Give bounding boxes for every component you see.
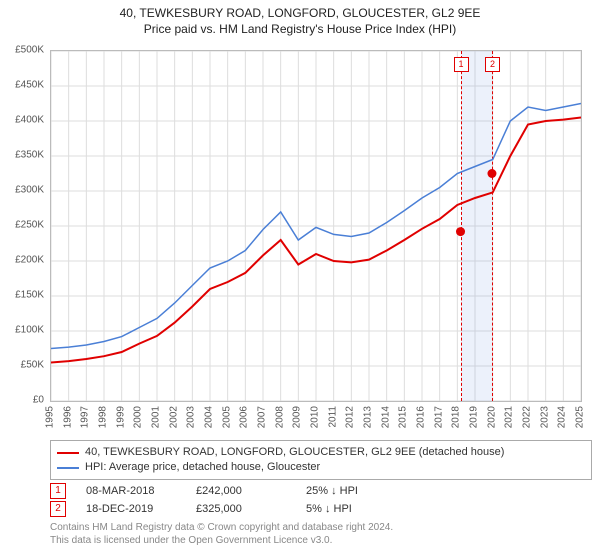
x-tick-label: 2012 (345, 406, 356, 428)
x-tick-label: 2008 (274, 406, 285, 428)
y-tick-label: £0 (33, 395, 44, 406)
legend-item: 40, TEWKESBURY ROAD, LONGFORD, GLOUCESTE… (57, 445, 585, 460)
x-tick-label: 2023 (539, 406, 550, 428)
x-tick-label: 2007 (257, 406, 268, 428)
chart-plot-area: 12 (50, 50, 582, 402)
marker-table: 1 08-MAR-2018 £242,000 25% ↓ HPI 2 18-DEC-201… (50, 482, 580, 518)
x-tick-label: 2018 (451, 406, 462, 428)
x-tick-label: 1998 (98, 406, 109, 428)
sale-delta: 5% ↓ HPI (306, 503, 396, 515)
sale-date: 08-MAR-2018 (86, 485, 176, 497)
x-tick-label: 2016 (416, 406, 427, 428)
x-tick-label: 2002 (168, 406, 179, 428)
x-axis: 1995199619971998199920002001200220032004… (50, 402, 580, 442)
chart-title: 40, TEWKESBURY ROAD, LONGFORD, GLOUCESTE… (0, 6, 600, 20)
y-tick-label: £450K (15, 80, 44, 91)
y-tick-label: £100K (15, 325, 44, 336)
y-tick-label: £300K (15, 185, 44, 196)
sale-row-badge: 1 (50, 483, 66, 499)
x-tick-label: 2022 (522, 406, 533, 428)
sale-price: £325,000 (196, 503, 286, 515)
x-tick-label: 2000 (133, 406, 144, 428)
legend-swatch (57, 452, 79, 454)
x-tick-label: 2017 (433, 406, 444, 428)
property-line (51, 118, 581, 363)
legend-label: 40, TEWKESBURY ROAD, LONGFORD, GLOUCESTE… (85, 445, 504, 460)
sale-marker-badge: 1 (454, 57, 469, 72)
x-tick-label: 2006 (239, 406, 250, 428)
x-tick-label: 2020 (486, 406, 497, 428)
lines-layer (51, 51, 581, 401)
attribution: Contains HM Land Registry data © Crown c… (50, 522, 580, 547)
sale-row-badge: 2 (50, 501, 66, 517)
x-tick-label: 1995 (45, 406, 56, 428)
x-tick-label: 2003 (186, 406, 197, 428)
y-tick-label: £350K (15, 150, 44, 161)
legend-label: HPI: Average price, detached house, Glou… (85, 460, 320, 475)
sale-marker-dot (456, 227, 465, 236)
y-tick-label: £200K (15, 255, 44, 266)
y-tick-label: £150K (15, 290, 44, 301)
sale-marker-badge: 2 (485, 57, 500, 72)
x-tick-label: 1997 (80, 406, 91, 428)
sale-row: 2 18-DEC-2019 £325,000 5% ↓ HPI (50, 500, 580, 518)
legend-item: HPI: Average price, detached house, Glou… (57, 460, 585, 475)
y-tick-label: £50K (21, 360, 44, 371)
x-tick-label: 2009 (292, 406, 303, 428)
y-axis: £0£50K£100K£150K£200K£250K£300K£350K£400… (0, 50, 48, 400)
chart-subtitle: Price paid vs. HM Land Registry's House … (0, 22, 600, 36)
x-tick-label: 2024 (557, 406, 568, 428)
hpi-line (51, 104, 581, 349)
sale-marker-dot (487, 169, 496, 178)
x-tick-label: 1999 (115, 406, 126, 428)
sale-delta: 25% ↓ HPI (306, 485, 396, 497)
x-tick-label: 2014 (380, 406, 391, 428)
x-tick-label: 2013 (363, 406, 374, 428)
legend-swatch (57, 467, 79, 469)
y-tick-label: £500K (15, 45, 44, 56)
x-tick-label: 2021 (504, 406, 515, 428)
legend: 40, TEWKESBURY ROAD, LONGFORD, GLOUCESTE… (50, 440, 592, 480)
title-block: 40, TEWKESBURY ROAD, LONGFORD, GLOUCESTE… (0, 0, 600, 36)
x-tick-label: 2001 (151, 406, 162, 428)
x-tick-label: 1996 (62, 406, 73, 428)
x-tick-label: 2010 (310, 406, 321, 428)
sale-price: £242,000 (196, 485, 286, 497)
attribution-line: This data is licensed under the Open Gov… (50, 535, 580, 548)
x-tick-label: 2025 (575, 406, 586, 428)
y-tick-label: £400K (15, 115, 44, 126)
x-tick-label: 2015 (398, 406, 409, 428)
x-tick-label: 2019 (469, 406, 480, 428)
sale-row: 1 08-MAR-2018 £242,000 25% ↓ HPI (50, 482, 580, 500)
attribution-line: Contains HM Land Registry data © Crown c… (50, 522, 580, 535)
x-tick-label: 2011 (327, 406, 338, 428)
sale-date: 18-DEC-2019 (86, 503, 176, 515)
x-tick-label: 2004 (204, 406, 215, 428)
y-tick-label: £250K (15, 220, 44, 231)
x-tick-label: 2005 (221, 406, 232, 428)
